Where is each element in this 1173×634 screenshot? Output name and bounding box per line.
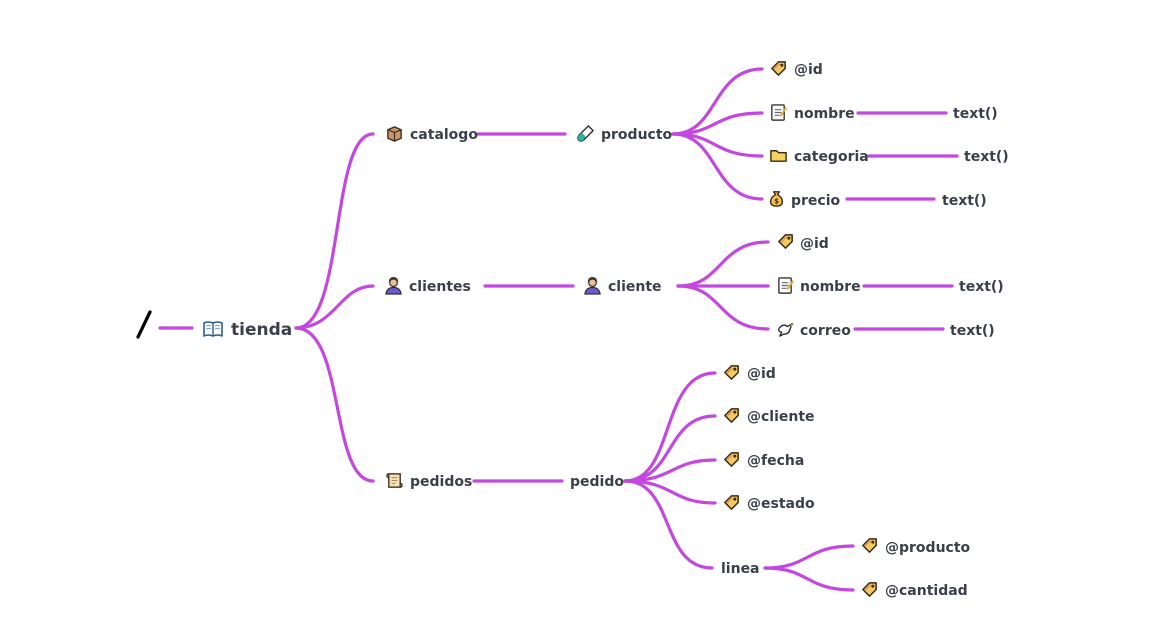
person-icon (385, 276, 402, 295)
tag-icon (771, 61, 786, 76)
memo-icon (777, 276, 795, 295)
node-producto-label: producto (601, 127, 673, 143)
node-cliente-label: cliente (608, 279, 662, 295)
node-cliente-id-label: @id (800, 236, 829, 252)
node-producto-id-label: @id (794, 62, 823, 78)
tag-icon (862, 582, 877, 597)
node-linea-producto[interactable]: @producto (862, 538, 971, 556)
node-cliente-correo-text[interactable]: text() (950, 323, 995, 339)
node-pedido-estado-label: @estado (747, 496, 815, 512)
node-pedidos[interactable]: pedidos (386, 473, 472, 490)
money-bag-icon (769, 191, 784, 207)
node-pedido-id[interactable]: @id (724, 365, 776, 382)
node-tienda-label: tienda (231, 320, 292, 340)
node-pedido[interactable]: pedido (570, 474, 624, 490)
node-producto-nombre[interactable]: nombre (770, 103, 855, 122)
node-producto-precio-label: precio (791, 193, 841, 209)
node-clientes[interactable]: clientes (385, 276, 471, 295)
node-producto-id[interactable]: @id (771, 61, 823, 78)
node-linea-producto-label: @producto (885, 540, 971, 556)
node-producto[interactable]: producto (577, 125, 673, 143)
node-cliente-nombre-label: nombre (800, 279, 861, 295)
scroll-icon (386, 473, 403, 488)
open-book-icon (203, 321, 223, 337)
node-cliente-correo[interactable]: correo (777, 323, 852, 339)
node-producto-categoria-text[interactable]: text() (964, 149, 1009, 165)
node-pedido-fecha[interactable]: @fecha (724, 452, 804, 469)
node-catalogo[interactable]: catalogo (387, 126, 478, 143)
node-cliente-nombre[interactable]: nombre (777, 276, 861, 295)
node-pedido-cliente-label: @cliente (747, 409, 815, 425)
memo-icon (770, 103, 788, 122)
tag-icon (724, 452, 739, 467)
tag-icon (724, 408, 739, 423)
tag-icon (862, 538, 877, 553)
node-producto-categoria[interactable]: categoria (770, 149, 869, 165)
box-icon (387, 126, 402, 142)
test-tube-icon (577, 125, 594, 142)
node-cliente[interactable]: cliente (584, 276, 662, 295)
tree-edges (158, 67, 959, 592)
node-linea[interactable]: linea (721, 561, 760, 577)
dove-icon (777, 323, 795, 337)
node-producto-precio[interactable]: precio (769, 191, 841, 209)
node-cliente-nombre-text[interactable]: text() (959, 279, 1004, 295)
node-producto-categoria-label: categoria (794, 149, 869, 165)
node-pedido-estado[interactable]: @estado (724, 495, 815, 512)
tag-icon (778, 234, 793, 249)
folder-icon (770, 150, 787, 162)
node-pedido-cliente[interactable]: @cliente (724, 408, 815, 425)
root-slash-icon (136, 310, 152, 339)
tag-icon (724, 365, 739, 380)
node-producto-nombre-text[interactable]: text() (953, 106, 998, 122)
node-cliente-correo-label: correo (800, 323, 851, 339)
node-producto-precio-text[interactable]: text() (942, 193, 987, 209)
tag-icon (724, 495, 739, 510)
node-linea-cantidad-label: @cantidad (885, 583, 968, 599)
node-pedidos-label: pedidos (410, 474, 472, 490)
node-producto-nombre-label: nombre (794, 106, 855, 122)
node-linea-cantidad[interactable]: @cantidad (862, 582, 968, 599)
person-icon (584, 276, 601, 295)
node-pedido-fecha-label: @fecha (747, 453, 804, 469)
node-tienda[interactable]: tienda (203, 320, 292, 340)
node-clientes-label: clientes (409, 279, 471, 295)
node-pedido-id-label: @id (747, 366, 776, 382)
node-cliente-id[interactable]: @id (778, 234, 829, 252)
node-catalogo-label: catalogo (410, 127, 478, 143)
